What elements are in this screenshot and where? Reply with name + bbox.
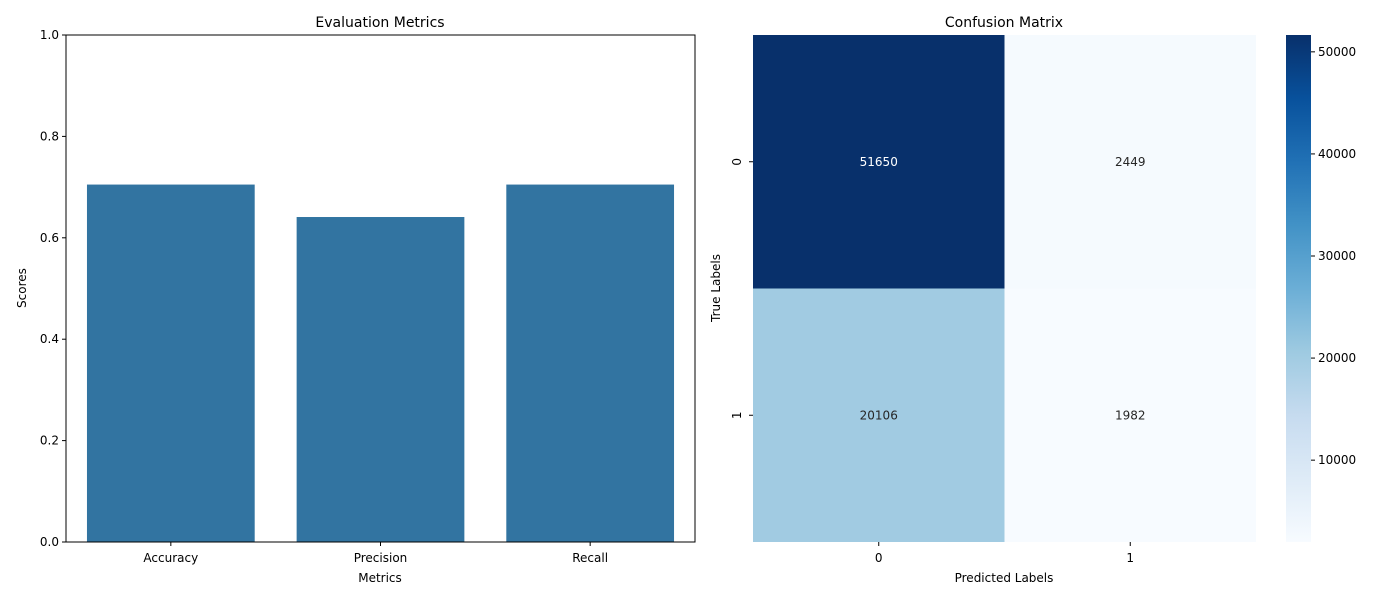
- heatmap-x-axis-label: Predicted Labels: [955, 571, 1054, 585]
- bar-y-tick-label: 0.2: [40, 434, 59, 448]
- heatmap-cell: [1004, 288, 1256, 542]
- bar-x-ticks: Accuracy Precision Recall: [143, 542, 608, 565]
- bar-y-tick-label: 0.8: [40, 129, 59, 143]
- colorbar-tick-label: 30000: [1318, 249, 1356, 263]
- heatmap-y-tick-label: 1: [730, 411, 744, 419]
- heatmap-cells: 51650 2449 20106 1982: [753, 35, 1256, 542]
- colorbar-tick-label: 20000: [1318, 351, 1356, 365]
- colorbar: 10000 20000 30000 40000 50000: [1286, 35, 1356, 542]
- heatmap-x-tick-label: 1: [1126, 551, 1134, 565]
- bar-x-tick-label: Recall: [572, 551, 608, 565]
- bar-accuracy: [86, 184, 255, 542]
- colorbar-ticks: 10000 20000 30000 40000 50000: [1311, 45, 1356, 467]
- colorbar-tick-label: 40000: [1318, 147, 1356, 161]
- colorbar-tick-label: 50000: [1318, 45, 1356, 59]
- heatmap-cell: [753, 35, 1005, 289]
- bar-x-tick-label: Precision: [354, 551, 408, 565]
- bar-y-tick-label: 0.6: [40, 231, 59, 245]
- bar-x-tick-label: Accuracy: [143, 551, 198, 565]
- heatmap-cell-value: 1982: [1115, 408, 1146, 422]
- bar-y-ticks: 0.0 0.2 0.4 0.6 0.8 1.0: [40, 28, 66, 549]
- heatmap-x-tick-label: 0: [875, 551, 883, 565]
- colorbar-gradient: [1286, 35, 1311, 542]
- heatmap-title: Confusion Matrix: [945, 15, 1063, 31]
- heatmap-cell-value: 2449: [1115, 155, 1146, 169]
- bar-y-tick-label: 1.0: [40, 28, 59, 42]
- colorbar-tick-label: 10000: [1318, 453, 1356, 467]
- heatmap-cell: [1004, 35, 1256, 289]
- bar-recall: [506, 184, 675, 542]
- heatmap-cell-value: 20106: [860, 408, 898, 422]
- heatmap-cell: [753, 288, 1005, 542]
- bar-y-tick-label: 0.4: [40, 332, 59, 346]
- heatmap-cell-value: 51650: [860, 155, 898, 169]
- bar-y-axis-label: Scores: [15, 268, 29, 308]
- bars: [86, 184, 675, 542]
- heatmap-y-axis-label: True Labels: [709, 254, 723, 323]
- heatmap-y-ticks: 01: [730, 158, 753, 419]
- bar-precision: [296, 217, 465, 542]
- bar-chart: Evaluation Metrics 0.0 0.2 0.4 0.6 0.8 1.0 Ac…: [15, 15, 696, 585]
- heatmap-y-tick-label: 0: [730, 158, 744, 166]
- bar-x-axis-label: Metrics: [358, 571, 402, 585]
- bar-chart-title: Evaluation Metrics: [315, 15, 444, 31]
- bar-y-tick-label: 0.0: [40, 535, 59, 549]
